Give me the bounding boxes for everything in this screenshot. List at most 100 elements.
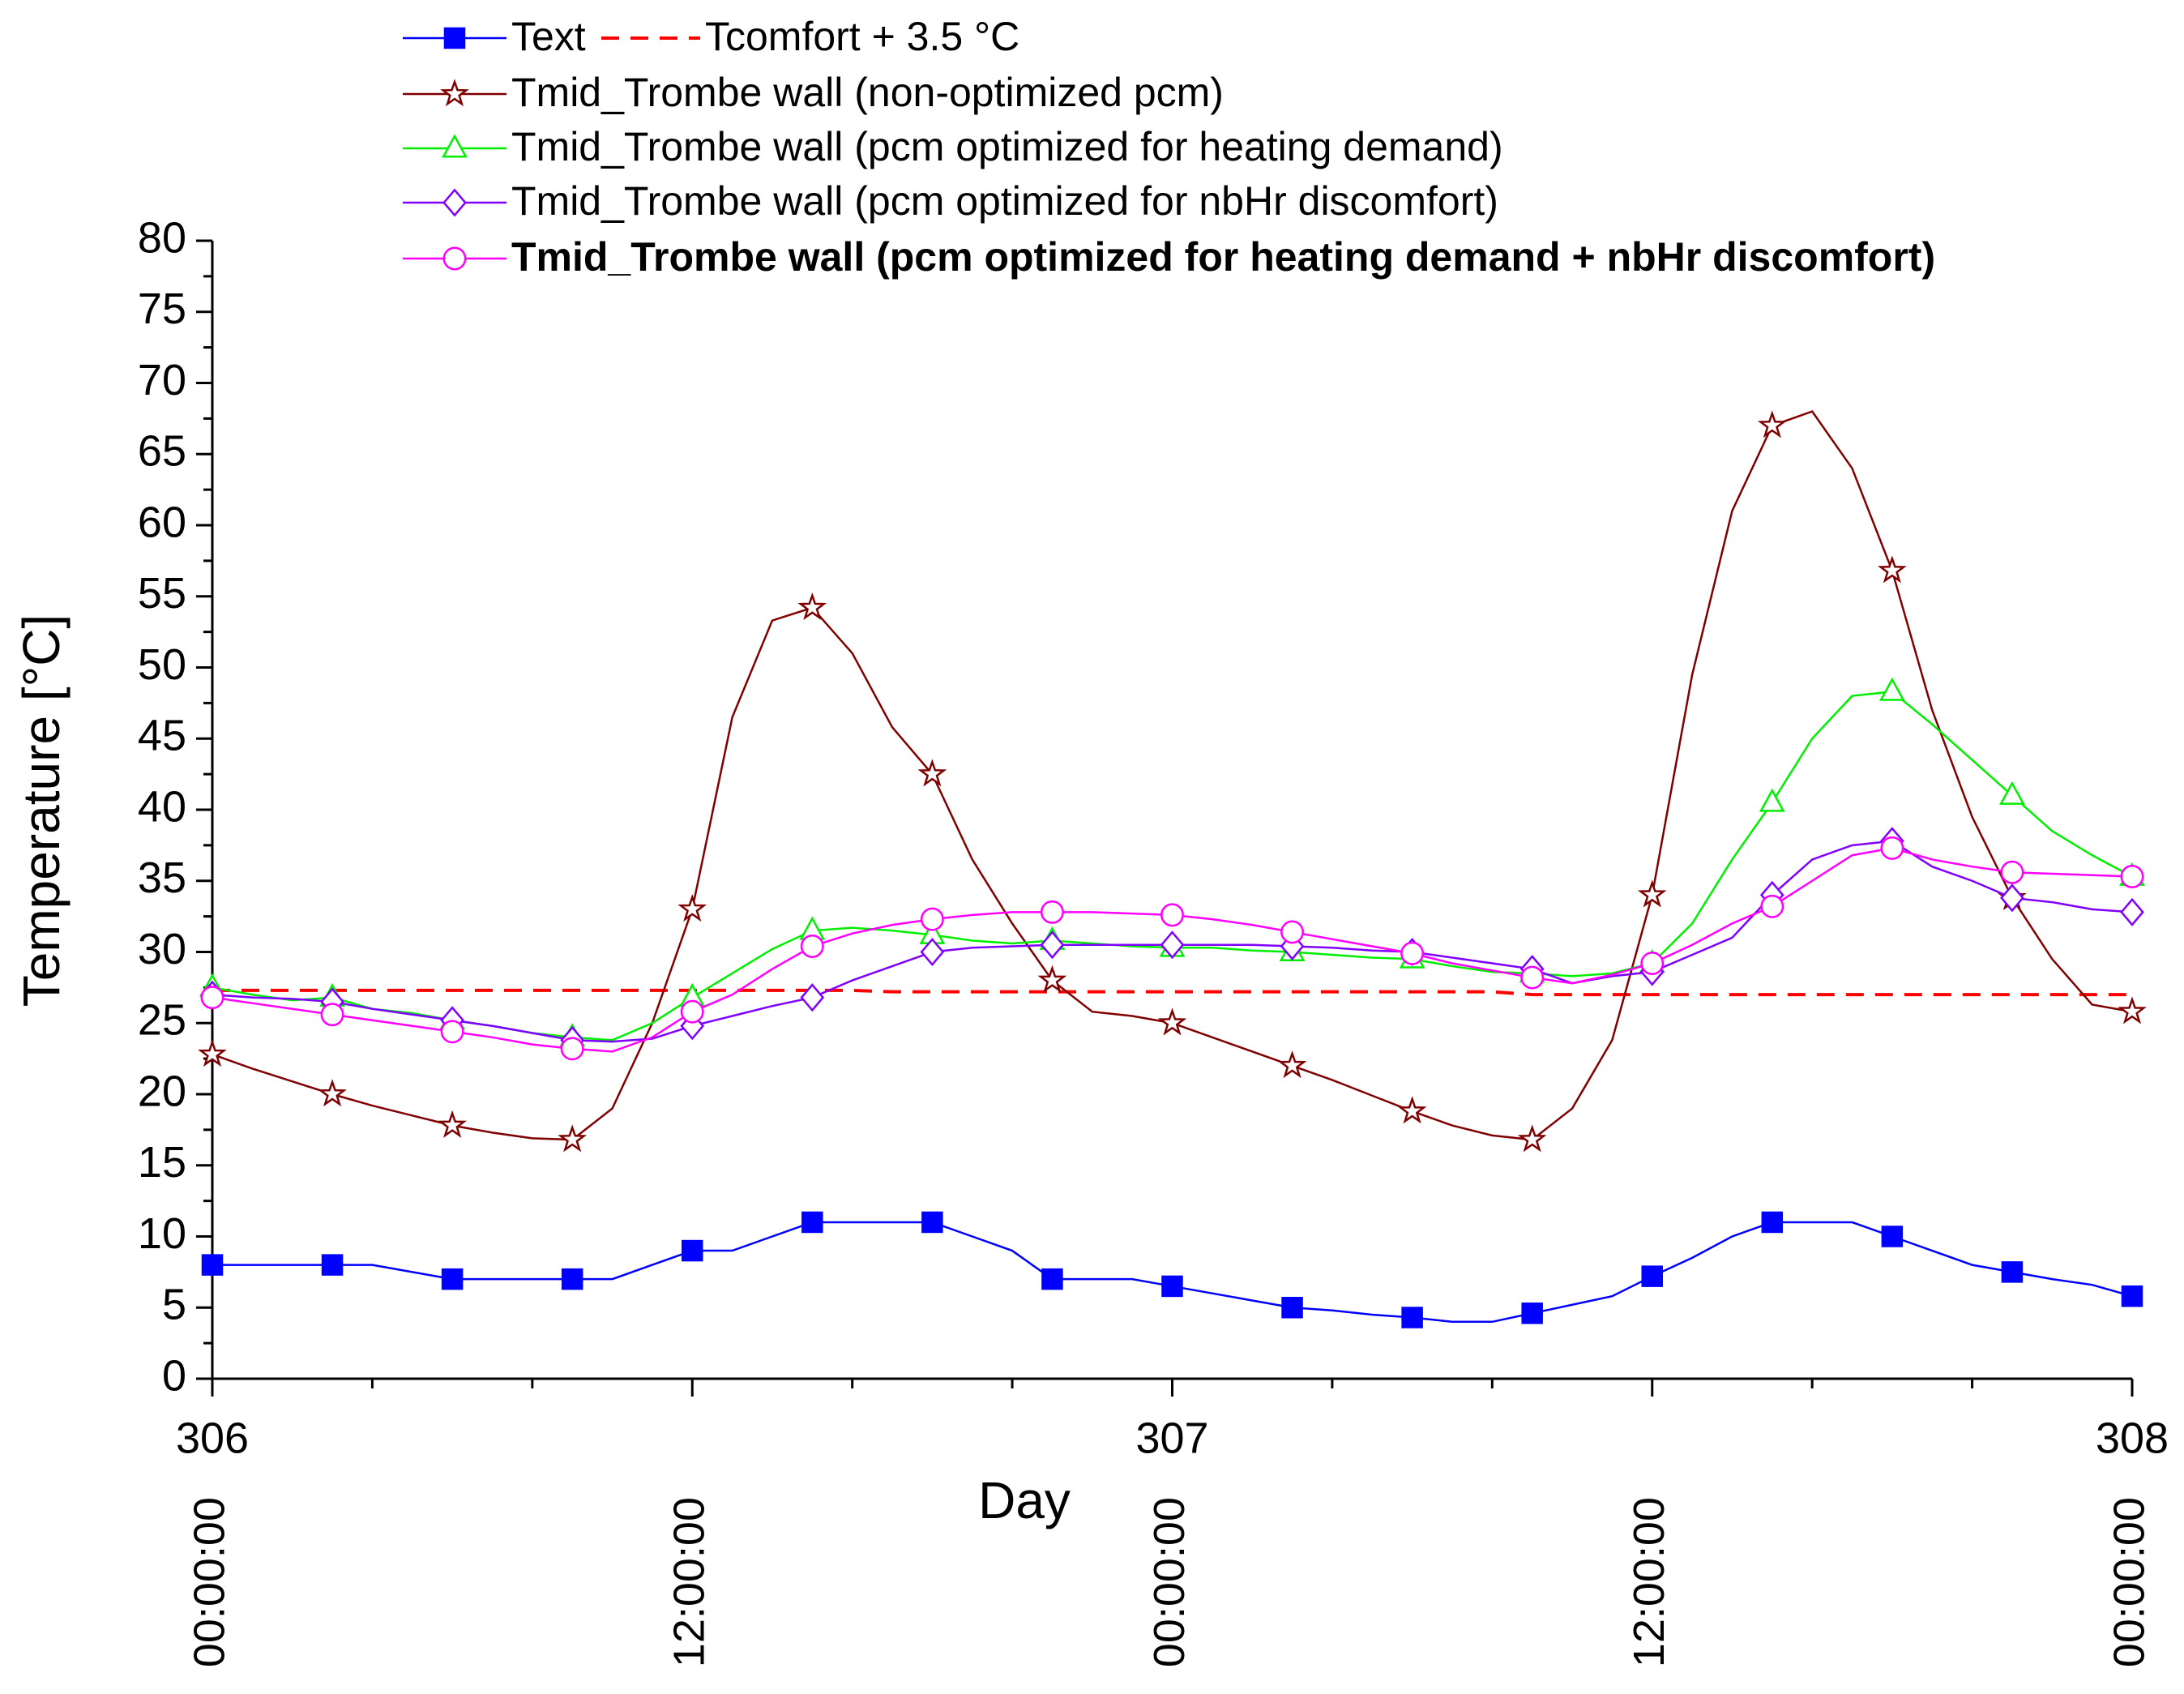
marker bbox=[920, 907, 944, 931]
marker bbox=[1160, 903, 1184, 927]
marker bbox=[438, 1110, 468, 1138]
marker bbox=[558, 1124, 588, 1153]
y-tick-label: 30 bbox=[138, 925, 186, 973]
y-tick-label: 40 bbox=[138, 782, 186, 831]
marker bbox=[1880, 836, 1904, 860]
marker bbox=[2000, 860, 2024, 884]
series-line bbox=[212, 410, 2133, 1141]
marker bbox=[1280, 920, 1305, 944]
marker bbox=[1397, 1096, 1427, 1124]
marker bbox=[318, 1079, 347, 1107]
y-tick-label: 65 bbox=[138, 427, 186, 476]
x-time-label: 12:00:00 bbox=[665, 1497, 714, 1667]
marker bbox=[1760, 894, 1784, 918]
marker bbox=[921, 1211, 943, 1234]
marker bbox=[1041, 1268, 1063, 1290]
y-tick-label: 0 bbox=[162, 1351, 186, 1400]
marker bbox=[1160, 930, 1185, 960]
marker bbox=[443, 27, 466, 49]
marker bbox=[2000, 883, 2024, 913]
marker bbox=[320, 1003, 344, 1027]
marker bbox=[1641, 1265, 1663, 1287]
marker bbox=[560, 1037, 584, 1061]
marker bbox=[1640, 952, 1665, 975]
marker bbox=[917, 759, 947, 787]
x-time-label: 00:00:00 bbox=[2105, 1497, 2153, 1667]
marker bbox=[682, 1239, 703, 1262]
marker bbox=[2120, 897, 2144, 926]
marker bbox=[797, 592, 827, 621]
series-line bbox=[212, 988, 2132, 997]
y-tick-label: 25 bbox=[138, 996, 186, 1045]
marker bbox=[198, 1039, 227, 1067]
legend-label: Tmid_Trombe wall (pcm optimized for heat… bbox=[511, 234, 1935, 280]
x-time-label: 00:00:00 bbox=[1145, 1497, 1194, 1667]
marker bbox=[1761, 1211, 1784, 1234]
legend-label: Text bbox=[511, 14, 586, 59]
y-tick-label: 60 bbox=[138, 498, 186, 546]
marker bbox=[920, 937, 945, 967]
marker bbox=[1400, 941, 1425, 965]
y-tick-label: 75 bbox=[138, 284, 186, 333]
marker bbox=[200, 986, 224, 1010]
marker bbox=[1161, 1275, 1183, 1298]
marker bbox=[1157, 1007, 1187, 1036]
x-tick-label: 308 bbox=[2096, 1414, 2169, 1462]
y-axis-label: Temperature [°C] bbox=[12, 614, 71, 1007]
marker bbox=[1637, 879, 1667, 908]
x-time-label: 12:00:00 bbox=[1625, 1497, 1673, 1667]
y-tick-label: 80 bbox=[138, 213, 186, 262]
marker bbox=[1277, 1050, 1307, 1079]
marker bbox=[1520, 965, 1545, 990]
y-tick-label: 35 bbox=[138, 853, 186, 902]
marker bbox=[2001, 1261, 2024, 1283]
marker bbox=[1521, 1303, 1543, 1324]
x-time-label: 00:00:00 bbox=[185, 1497, 233, 1667]
marker bbox=[201, 1254, 224, 1276]
y-tick-label: 10 bbox=[138, 1209, 186, 1258]
legend-label: Tcomfort + 3.5 °C bbox=[705, 14, 1019, 59]
marker bbox=[2118, 996, 2147, 1025]
marker bbox=[801, 1211, 823, 1234]
marker bbox=[680, 1012, 705, 1041]
y-tick-label: 55 bbox=[138, 569, 186, 618]
y-tick-label: 20 bbox=[138, 1067, 186, 1115]
marker bbox=[680, 999, 704, 1024]
marker bbox=[561, 1268, 583, 1290]
marker bbox=[1517, 1124, 1547, 1153]
marker bbox=[441, 1268, 464, 1290]
marker bbox=[1878, 677, 1905, 701]
marker bbox=[442, 134, 468, 158]
series-line bbox=[212, 1221, 2133, 1324]
legend-label: Tmid_Trombe wall (pcm optimized for nbHr… bbox=[511, 178, 1498, 224]
marker bbox=[1040, 930, 1065, 960]
y-tick-label: 70 bbox=[138, 356, 186, 404]
marker bbox=[1281, 1297, 1303, 1319]
marker bbox=[1999, 781, 2025, 805]
marker bbox=[1759, 788, 1785, 812]
x-axis-label: Day bbox=[978, 1471, 1071, 1529]
marker bbox=[1877, 555, 1907, 584]
marker bbox=[1401, 1307, 1423, 1328]
marker bbox=[321, 1254, 344, 1276]
marker bbox=[1280, 931, 1305, 961]
marker bbox=[440, 79, 469, 107]
marker bbox=[800, 935, 824, 958]
marker bbox=[677, 894, 707, 922]
marker bbox=[2121, 1285, 2143, 1307]
legend-label: Tmid_Trombe wall (pcm optimized for heat… bbox=[511, 124, 1503, 169]
y-tick-label: 50 bbox=[138, 640, 186, 689]
y-tick-label: 5 bbox=[162, 1281, 186, 1329]
marker bbox=[800, 983, 825, 1012]
marker bbox=[1757, 410, 1787, 438]
legend-label: Tmid_Trombe wall (non-optimized pcm) bbox=[511, 70, 1224, 115]
marker bbox=[1040, 900, 1064, 924]
marker bbox=[2120, 865, 2144, 888]
marker bbox=[442, 246, 467, 271]
marker bbox=[442, 188, 467, 217]
x-tick-label: 307 bbox=[1135, 1414, 1208, 1462]
x-tick-label: 306 bbox=[176, 1414, 249, 1462]
series-line bbox=[212, 691, 2133, 1042]
marker bbox=[1881, 1226, 1904, 1247]
